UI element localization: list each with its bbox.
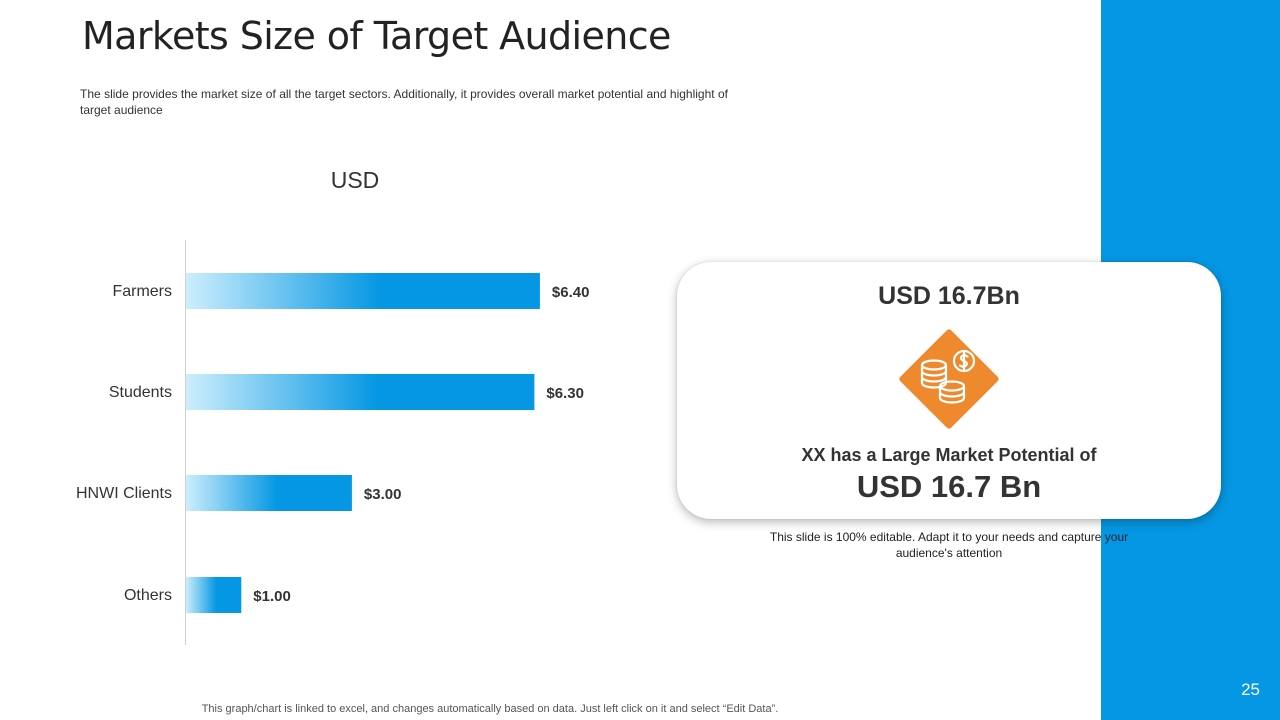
category-label: Farmers [112,283,172,300]
bar-hnwi-clients [186,475,352,511]
slide-title: Markets Size of Target Audience [82,14,671,58]
bar-students [186,374,535,410]
card-note: This slide is 100% editable. Adapt it to… [769,530,1129,560]
footer-note: This graph/chart is linked to excel, and… [0,703,1280,715]
chart-title: USD [330,167,380,193]
category-label: Others [124,587,172,604]
bar-value-label: $6.40 [552,284,590,301]
footer-note-text: This graph/chart is linked to excel, and… [201,703,779,715]
coins-dollar-icon [889,319,1009,444]
category-label: Students [109,384,172,401]
card-caption: XX has a Large Market Potential of [801,445,1097,465]
card-value: USD 16.7 Bn [856,469,1042,504]
bar-chart: Farmers $6.40 Students $6.30 HNWI Clients $3.… [76,240,590,645]
category-label: HNWI Clients [76,485,172,502]
market-potential-card: USD 16.7Bn XX has a Large Market Potenti… [677,262,1221,519]
card-heading: USD 16.7Bn [878,282,1020,310]
slide-subtitle: The slide provides the market size of al… [80,87,728,117]
bar-farmers [186,273,540,309]
bar-value-label: $6.30 [546,385,584,402]
page-number: 25 [1241,680,1260,699]
bar-value-label: $1.00 [253,588,291,605]
bar-value-label: $3.00 [364,486,402,503]
bar-others [186,577,242,613]
